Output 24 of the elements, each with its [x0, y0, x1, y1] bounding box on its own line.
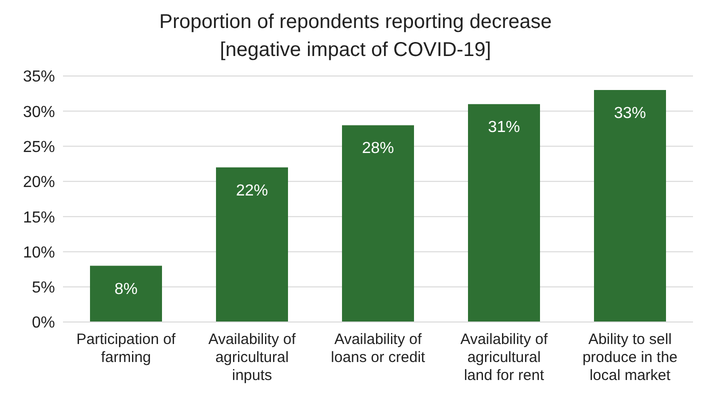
x-tick-label: Availability of agricultural land for rent: [460, 331, 548, 384]
y-tick-label: 25%: [22, 138, 55, 156]
bar: [216, 167, 288, 322]
y-tick-label: 35%: [22, 68, 55, 86]
data-label: 22%: [236, 182, 268, 200]
x-tick-label: Ability to sell produce in the local market: [582, 331, 678, 384]
data-label: 31%: [488, 119, 520, 136]
y-tick-label: 15%: [22, 209, 55, 226]
y-tick-label: 30%: [22, 104, 55, 121]
y-tick-label: 5%: [32, 280, 55, 297]
bar: [468, 104, 540, 322]
x-tick-label: Availability of loans or credit: [330, 331, 426, 366]
bar: [342, 125, 414, 322]
y-tick-label: 20%: [22, 174, 55, 192]
bar: [90, 266, 162, 322]
data-label: 28%: [362, 140, 394, 158]
bar: [594, 90, 666, 322]
chart-title: Proportion of repondents reporting decrease [negative impact of COVID-19]: [158, 10, 553, 63]
data-label: 8%: [114, 280, 138, 298]
x-tick-label: Availability of agricultural inputs: [208, 331, 296, 384]
x-tick-label: Participation of farming: [76, 331, 176, 366]
y-tick-label: 10%: [22, 244, 55, 262]
data-label: 33%: [614, 105, 646, 122]
y-tick-label: 0%: [32, 314, 55, 332]
